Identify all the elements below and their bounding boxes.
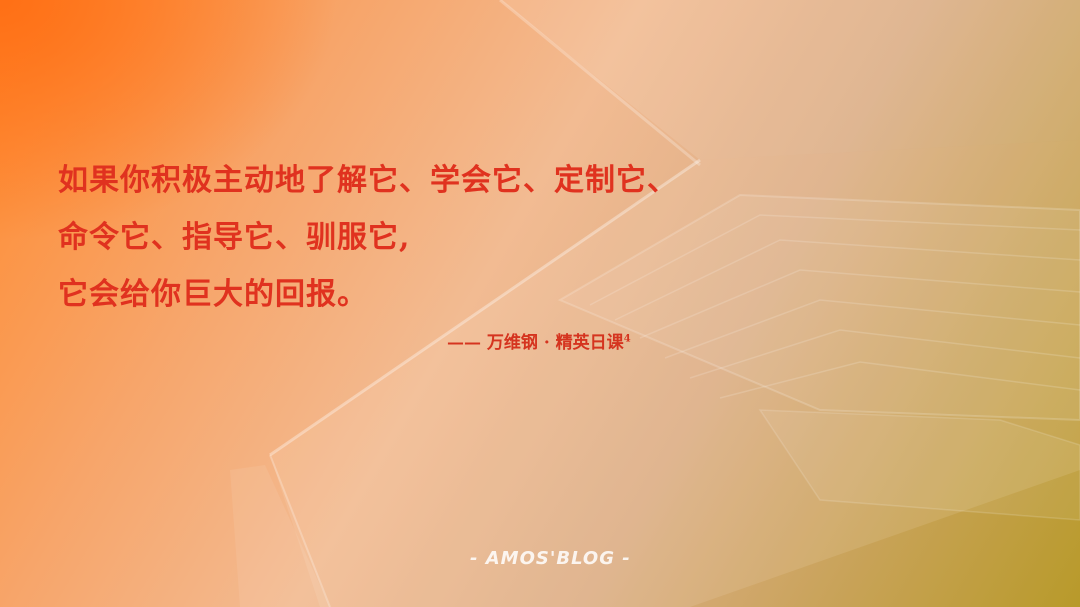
attribution-text: —— 万维钢 · 精英日课 xyxy=(447,333,624,353)
attribution-footnote: 4 xyxy=(623,333,631,345)
quote-attribution: —— 万维钢 · 精英日课4 xyxy=(447,328,631,353)
quote-line-1: 如果你积极主动地了解它、学会它、定制它、 xyxy=(58,163,678,198)
quote-line-2: 命令它、指导它、驯服它, xyxy=(58,220,411,255)
quote-line-3: 它会给你巨大的回报。 xyxy=(58,277,368,312)
quote-text: 如果你积极主动地了解它、学会它、定制它、 命令它、指导它、驯服它, 它会给你巨大… xyxy=(58,152,758,323)
blog-watermark: - AMOS'BLOG - xyxy=(470,548,631,569)
